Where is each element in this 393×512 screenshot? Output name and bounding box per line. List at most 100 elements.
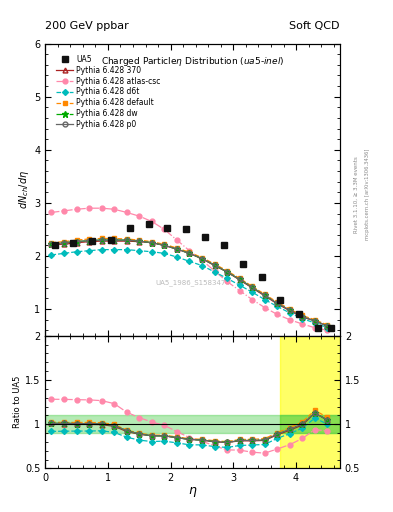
Pythia 6.428 atlas-csc [49,209,54,216]
Pythia 6.428 atlas-csc [200,257,204,263]
Pythia 6.428 d6t [174,254,179,260]
Pythia 6.428 p0 [287,307,292,313]
Pythia 6.428 dw [325,323,330,329]
Pythia 6.428 dw [187,250,192,257]
Pythia 6.428 default [225,268,230,274]
Pythia 6.428 p0 [187,250,192,257]
Pythia 6.428 default [200,254,204,261]
Pythia 6.428 370 [62,241,66,247]
Legend: UA5, Pythia 6.428 370, Pythia 6.428 atlas-csc, Pythia 6.428 d6t, Pythia 6.428 de: UA5, Pythia 6.428 370, Pythia 6.428 atla… [55,53,162,131]
Pythia 6.428 370 [250,285,255,291]
Pythia 6.428 370 [112,238,117,244]
Pythia 6.428 default [162,241,167,247]
Pythia 6.428 370 [187,250,192,257]
Pythia 6.428 atlas-csc [225,279,230,285]
UA5 [90,238,95,244]
Pythia 6.428 atlas-csc [250,296,255,303]
Pythia 6.428 p0 [263,292,267,298]
Pythia 6.428 atlas-csc [74,206,79,212]
Pythia 6.428 default [112,236,117,242]
Pythia 6.428 atlas-csc [325,327,330,333]
Pythia 6.428 p0 [275,300,279,306]
Pythia 6.428 370 [263,293,267,299]
Pythia 6.428 p0 [137,238,141,244]
UA5 [71,240,76,246]
Pythia 6.428 370 [225,269,230,275]
Pythia 6.428 p0 [312,318,317,324]
Pythia 6.428 atlas-csc [149,219,154,225]
Pythia 6.428 atlas-csc [137,213,141,219]
Pythia 6.428 370 [49,241,54,247]
Pythia 6.428 d6t [99,247,104,253]
Pythia 6.428 atlas-csc [87,205,92,211]
Pythia 6.428 atlas-csc [99,205,104,211]
Pythia 6.428 dw [137,238,141,244]
Pythia 6.428 d6t [49,252,54,258]
Line: Pythia 6.428 d6t: Pythia 6.428 d6t [50,247,329,330]
UA5 [165,225,170,231]
Pythia 6.428 370 [162,242,167,248]
Pythia 6.428 default [74,237,79,243]
Text: mcplots.cern.ch [arXiv:1306.3436]: mcplots.cern.ch [arXiv:1306.3436] [365,149,371,240]
Pythia 6.428 default [149,239,154,245]
Line: Pythia 6.428 default: Pythia 6.428 default [50,237,329,327]
Pythia 6.428 default [325,322,330,328]
Pythia 6.428 atlas-csc [237,287,242,293]
Pythia 6.428 dw [212,262,217,268]
UA5 [278,296,283,303]
Pythia 6.428 d6t [187,258,192,264]
Pythia 6.428 370 [237,277,242,283]
Pythia 6.428 default [62,239,66,245]
Pythia 6.428 d6t [212,269,217,275]
Pythia 6.428 dw [250,284,255,290]
Pythia 6.428 d6t [300,315,305,322]
Pythia 6.428 370 [87,239,92,245]
Pythia 6.428 p0 [124,237,129,243]
Pythia 6.428 370 [74,240,79,246]
Pythia 6.428 370 [275,301,279,307]
Pythia 6.428 atlas-csc [212,268,217,274]
Pythia 6.428 p0 [174,246,179,252]
Pythia 6.428 default [49,240,54,246]
Pythia 6.428 370 [174,246,179,252]
Pythia 6.428 default [237,275,242,282]
UA5 [241,261,245,267]
Pythia 6.428 p0 [212,262,217,268]
Pythia 6.428 atlas-csc [287,316,292,323]
Pythia 6.428 dw [312,318,317,324]
Pythia 6.428 dw [162,242,167,248]
UA5 [146,221,151,227]
Pythia 6.428 dw [74,239,79,245]
Text: 200 GeV ppbar: 200 GeV ppbar [45,20,129,31]
Pythia 6.428 atlas-csc [62,208,66,214]
Pythia 6.428 p0 [87,238,92,244]
Pythia 6.428 default [250,283,255,289]
Pythia 6.428 d6t [87,248,92,254]
Pythia 6.428 dw [300,313,305,319]
Line: Pythia 6.428 atlas-csc: Pythia 6.428 atlas-csc [49,206,330,333]
Y-axis label: Ratio to UA5: Ratio to UA5 [13,376,22,428]
Pythia 6.428 default [287,306,292,312]
Pythia 6.428 d6t [149,249,154,255]
Pythia 6.428 p0 [74,239,79,245]
Pythia 6.428 atlas-csc [312,325,317,331]
Pythia 6.428 370 [325,323,330,329]
Pythia 6.428 d6t [112,247,117,253]
Pythia 6.428 default [99,236,104,242]
Pythia 6.428 d6t [325,325,330,331]
Pythia 6.428 d6t [237,282,242,288]
Pythia 6.428 dw [62,240,66,246]
Pythia 6.428 default [312,316,317,323]
Pythia 6.428 dw [287,307,292,313]
Pythia 6.428 p0 [325,323,330,329]
Pythia 6.428 atlas-csc [162,226,167,232]
Pythia 6.428 p0 [225,269,230,275]
Pythia 6.428 p0 [200,255,204,262]
Pythia 6.428 d6t [162,250,167,257]
Pythia 6.428 370 [300,314,305,320]
Pythia 6.428 default [87,236,92,242]
Pythia 6.428 d6t [275,304,279,310]
Line: Pythia 6.428 370: Pythia 6.428 370 [49,239,330,329]
UA5 [184,226,189,232]
Pythia 6.428 atlas-csc [124,209,129,216]
